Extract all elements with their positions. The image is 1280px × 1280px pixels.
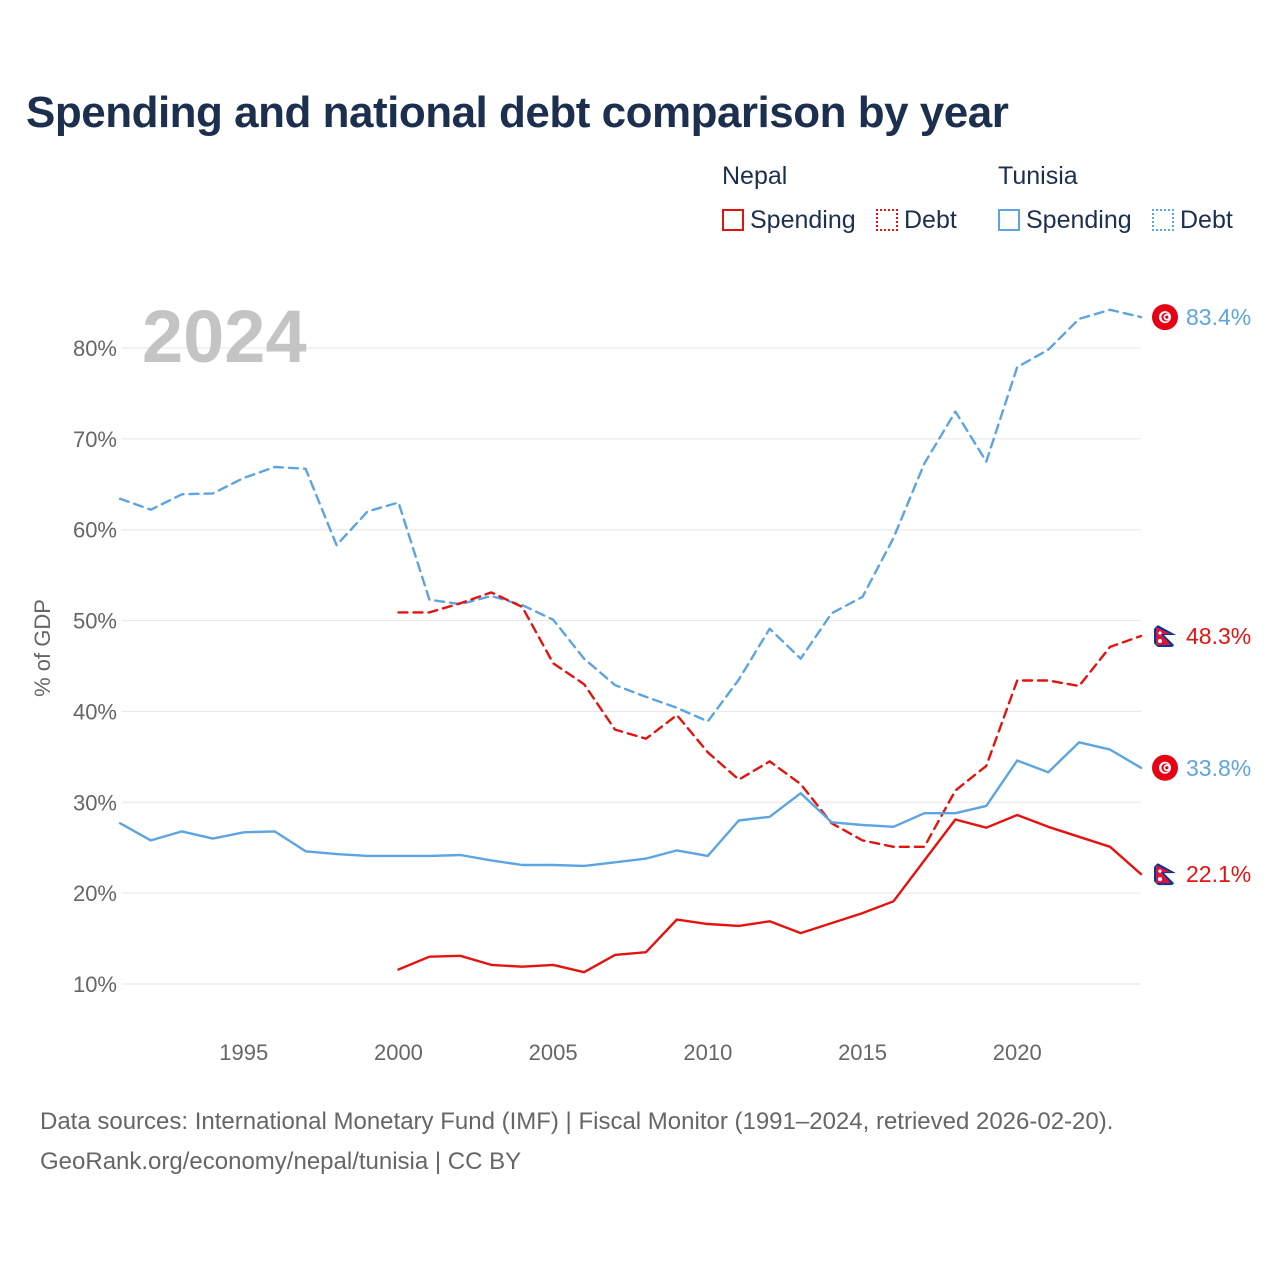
y-tick-label: 30% bbox=[73, 790, 117, 815]
nepal-flag-icon bbox=[1152, 623, 1178, 650]
y-tick-label: 80% bbox=[73, 336, 117, 361]
y-tick-label: 70% bbox=[73, 427, 117, 452]
series-line-nepal-spending[interactable] bbox=[397, 813, 1143, 974]
legend-item-nepal-spending[interactable]: Spending bbox=[722, 204, 856, 236]
flag-sun bbox=[1158, 639, 1162, 644]
footer-sources: Data sources: International Monetary Fun… bbox=[40, 1108, 1114, 1135]
tunisia-flag-icon bbox=[1152, 754, 1178, 781]
x-tick-label: 2000 bbox=[374, 1040, 423, 1065]
legend-group-nepal: Nepal bbox=[722, 162, 788, 190]
y-axis-ticks: 10% 20% 30% 40% 50% 60% 70% 80% bbox=[73, 336, 117, 997]
flag-moon bbox=[1158, 869, 1162, 873]
footer-attribution: GeoRank.org/economy/nepal/tunisia | CC B… bbox=[40, 1148, 522, 1175]
legend-swatch-dotted-blue bbox=[1152, 209, 1174, 231]
end-value-label: 33.8% bbox=[1186, 755, 1251, 781]
flag-star bbox=[1165, 766, 1169, 770]
end-value-label: 48.3% bbox=[1186, 623, 1251, 649]
series-lines bbox=[118, 308, 1143, 974]
legend-swatch-dotted-red bbox=[876, 209, 898, 231]
y-tick-label: 10% bbox=[73, 972, 117, 997]
y-tick-label: 60% bbox=[73, 518, 117, 543]
legend-item-tunisia-debt[interactable]: Debt bbox=[1152, 204, 1233, 236]
legend-label: Spending bbox=[1026, 205, 1132, 234]
end-value-label: 22.1% bbox=[1186, 861, 1251, 887]
y-tick-label: 50% bbox=[73, 609, 117, 634]
current-year-label: 2024 bbox=[142, 295, 307, 378]
flag-clip-group bbox=[1152, 861, 1178, 888]
flag-star bbox=[1165, 315, 1169, 319]
flag-sun bbox=[1158, 877, 1162, 882]
legend-item-tunisia-spending[interactable]: Spending bbox=[998, 204, 1132, 236]
flag-clip-group bbox=[1152, 623, 1178, 650]
nepal-flag-icon bbox=[1152, 861, 1178, 888]
x-tick-label: 2005 bbox=[529, 1040, 578, 1065]
end-markers: 83.4% 48.3% 33.8% 22.1% bbox=[1152, 304, 1251, 888]
legend-item-nepal-debt[interactable]: Debt bbox=[876, 204, 957, 236]
gridlines bbox=[122, 347, 1141, 985]
y-tick-label: 40% bbox=[73, 699, 117, 724]
legend-group-tunisia: Tunisia bbox=[998, 162, 1078, 190]
tunisia-flag-icon bbox=[1152, 304, 1178, 331]
x-tick-label: 2020 bbox=[993, 1040, 1042, 1065]
legend-swatch-solid-red bbox=[722, 209, 744, 231]
legend-label: Debt bbox=[1180, 205, 1233, 234]
legend-swatch-solid-blue bbox=[998, 209, 1020, 231]
y-axis-label: % of GDP bbox=[30, 599, 55, 697]
x-tick-label: 2010 bbox=[683, 1040, 732, 1065]
series-line-tunisia-spending[interactable] bbox=[118, 741, 1143, 868]
flag-moon bbox=[1158, 631, 1162, 635]
x-tick-label: 1995 bbox=[219, 1040, 268, 1065]
series-line-tunisia-debt[interactable] bbox=[118, 308, 1143, 723]
legend-label: Spending bbox=[750, 205, 856, 234]
series-line-nepal-debt[interactable] bbox=[397, 591, 1143, 848]
y-tick-label: 20% bbox=[73, 881, 117, 906]
chart-title: Spending and national debt comparison by… bbox=[26, 88, 1009, 137]
legend-label: Debt bbox=[904, 205, 957, 234]
x-axis-ticks: 1995 2000 2005 2010 2015 2020 bbox=[219, 1040, 1041, 1065]
x-tick-label: 2015 bbox=[838, 1040, 887, 1065]
end-value-label: 83.4% bbox=[1186, 304, 1251, 330]
